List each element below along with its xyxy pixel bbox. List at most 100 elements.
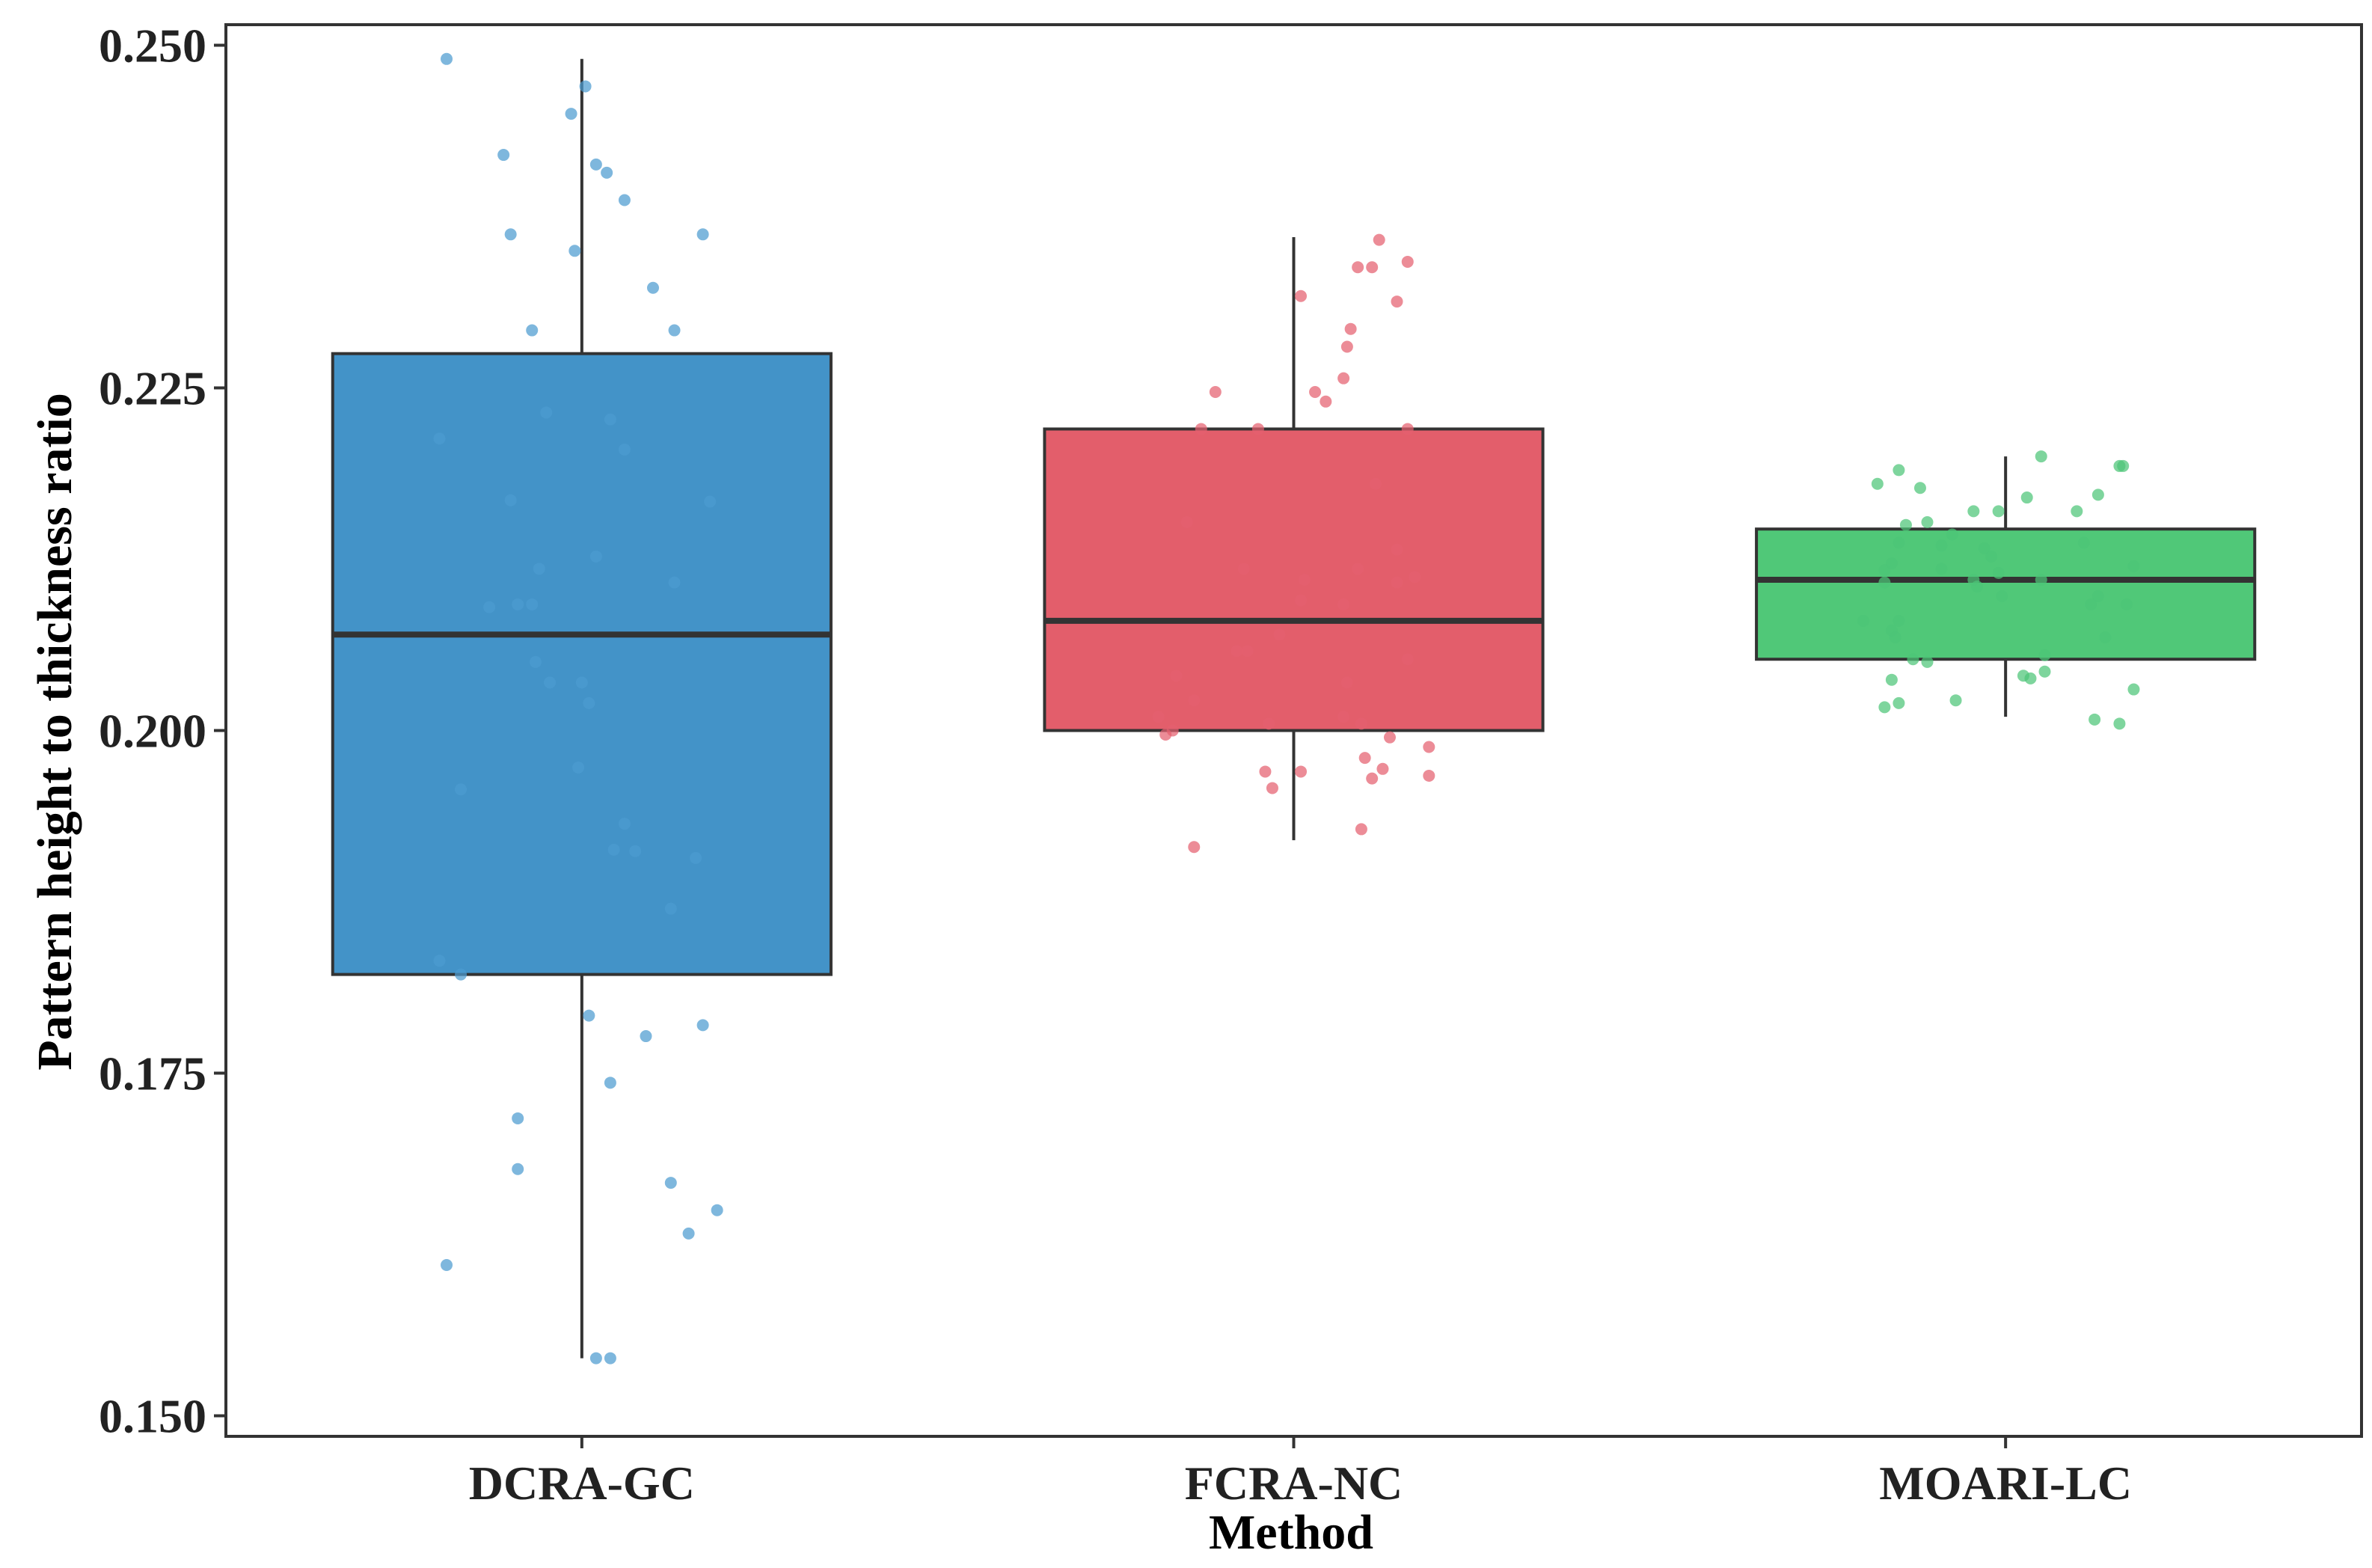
data-point-fcra-nc (1241, 645, 1254, 658)
data-point-fcra-nc (1376, 762, 1389, 775)
data-point-dcra-gc (455, 968, 468, 981)
data-point-fcra-nc (1180, 516, 1193, 529)
data-point-fcra-nc (1352, 563, 1364, 575)
data-point-moari-lc (2088, 713, 2101, 726)
data-point-moari-lc (1978, 542, 1991, 554)
data-point-moari-lc (2071, 505, 2083, 518)
x-tick-label-fcra-nc: FCRA-NC (1185, 1457, 1403, 1510)
data-point-moari-lc (1967, 505, 1980, 518)
data-point-moari-lc (2024, 672, 2037, 685)
y-tick-label: 0.150 (99, 1390, 206, 1443)
data-point-dcra-gc (540, 406, 553, 419)
data-point-moari-lc (2120, 598, 2133, 610)
data-point-dcra-gc (696, 228, 709, 241)
data-point-moari-lc (1935, 539, 1948, 552)
data-point-dcra-gc (441, 52, 453, 65)
data-point-fcra-nc (1391, 295, 1403, 308)
data-point-dcra-gc (668, 324, 681, 337)
data-point-dcra-gc (711, 1204, 723, 1216)
y-axis-title: Pattern height to thickness ratio (28, 393, 82, 1071)
y-axis: 0.150 0.175 0.200 0.225 0.250 (99, 19, 226, 1443)
data-point-dcra-gc (504, 494, 517, 506)
data-point-moari-lc (2099, 631, 2112, 643)
data-point-moari-lc (1878, 701, 1891, 714)
data-point-dcra-gc (497, 149, 510, 162)
data-point-moari-lc (1871, 477, 1884, 490)
data-point-moari-lc (1992, 505, 2005, 518)
data-point-dcra-gc (526, 598, 539, 610)
data-point-fcra-nc (1409, 571, 1421, 584)
data-point-dcra-gc (433, 955, 446, 967)
data-point-moari-lc (2038, 665, 2051, 678)
data-point-fcra-nc (1159, 728, 1172, 741)
data-point-dcra-gc (529, 655, 542, 668)
data-point-dcra-gc (604, 413, 616, 426)
data-point-dcra-gc (575, 676, 588, 689)
data-point-moari-lc (2035, 450, 2047, 463)
data-point-moari-lc (1857, 614, 1869, 627)
data-point-moari-lc (1996, 589, 2008, 602)
data-point-moari-lc (2035, 573, 2047, 586)
data-point-moari-lc (1878, 576, 1891, 589)
data-point-moari-lc (1889, 631, 1901, 643)
data-point-fcra-nc (1355, 717, 1367, 730)
data-point-dcra-gc (618, 818, 631, 830)
data-point-fcra-nc (1391, 576, 1403, 589)
data-point-fcra-nc (1209, 385, 1222, 398)
data-point-dcra-gc (696, 1019, 709, 1032)
data-point-moari-lc (1893, 614, 1905, 627)
y-tick-label: 0.225 (99, 361, 206, 414)
data-point-fcra-nc (1337, 372, 1350, 385)
data-point-dcra-gc (565, 108, 577, 120)
data-point-moari-lc (1899, 518, 1912, 531)
x-axis: DCRA-GC FCRA-NC MOARI-LC (469, 1436, 2132, 1510)
data-point-fcra-nc (1369, 477, 1382, 490)
x-tick-label-moari-lc: MOARI-LC (1879, 1457, 2132, 1510)
data-point-moari-lc (1893, 696, 1905, 709)
data-point-dcra-gc (512, 1163, 524, 1175)
data-point-fcra-nc (1295, 765, 1308, 778)
data-point-dcra-gc (664, 902, 677, 915)
data-point-fcra-nc (1320, 395, 1332, 408)
data-point-fcra-nc (1337, 598, 1350, 610)
data-point-fcra-nc (1251, 423, 1264, 435)
x-axis-title: Method (1209, 1505, 1373, 1560)
box-layer (331, 58, 2257, 1359)
data-point-fcra-nc (1295, 594, 1308, 607)
data-point-moari-lc (2091, 589, 2104, 602)
data-point-fcra-nc (1340, 340, 1353, 353)
jitter-points-layer (433, 52, 2140, 1365)
data-point-fcra-nc (1383, 731, 1396, 744)
data-point-fcra-nc (1366, 261, 1379, 274)
data-point-fcra-nc (1373, 233, 1385, 246)
data-point-dcra-gc (668, 576, 681, 589)
data-point-dcra-gc (589, 550, 602, 563)
data-point-moari-lc (1921, 516, 1934, 529)
data-point-fcra-nc (1273, 628, 1286, 641)
data-point-moari-lc (2127, 683, 2140, 696)
box-fcra-nc (1043, 427, 1545, 732)
data-point-moari-lc (1971, 581, 1984, 593)
data-point-dcra-gc (682, 1227, 695, 1240)
data-point-fcra-nc (1337, 711, 1350, 723)
data-point-dcra-gc (512, 1112, 524, 1124)
data-point-fcra-nc (1366, 772, 1379, 785)
data-point-dcra-gc (604, 1352, 616, 1365)
data-point-fcra-nc (1237, 563, 1250, 575)
data-point-dcra-gc (544, 676, 557, 689)
data-point-moari-lc (1907, 653, 1919, 666)
data-point-dcra-gc (583, 1009, 595, 1022)
data-point-dcra-gc (618, 194, 631, 206)
data-point-dcra-gc (589, 1352, 602, 1365)
data-point-dcra-gc (433, 432, 446, 445)
data-point-fcra-nc (1188, 694, 1201, 707)
data-point-fcra-nc (1298, 573, 1311, 586)
x-tick-label-dcra-gc: DCRA-GC (469, 1457, 695, 1510)
data-point-dcra-gc (640, 1030, 652, 1043)
data-point-moari-lc (2077, 536, 2090, 549)
data-point-dcra-gc (572, 761, 585, 774)
data-point-fcra-nc (1391, 543, 1403, 556)
data-point-moari-lc (1946, 528, 1958, 541)
data-point-fcra-nc (1263, 717, 1275, 730)
